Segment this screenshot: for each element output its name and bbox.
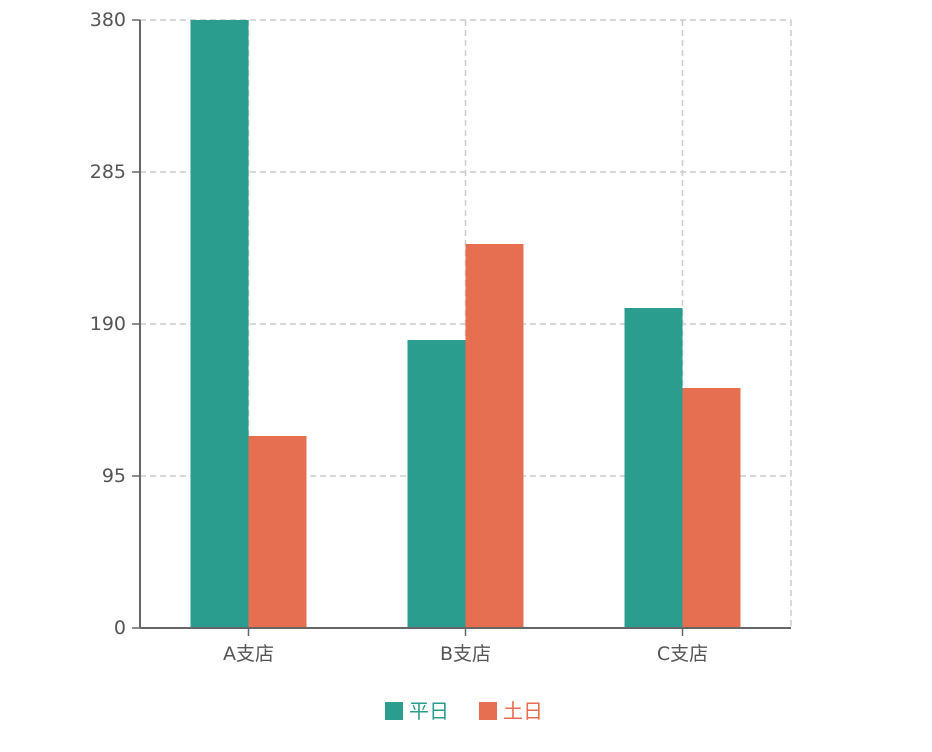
bars	[190, 20, 741, 628]
bar-1-3[interactable]	[624, 308, 683, 628]
legend-item-1[interactable]: 平日	[385, 699, 449, 723]
legend-label: 平日	[409, 699, 449, 723]
y-tick-label: 0	[114, 617, 126, 639]
legend-swatch	[385, 702, 403, 720]
axes: 0 95 190 285 380 A支店 B支店 C支店	[90, 9, 791, 665]
legend-swatch	[479, 702, 497, 720]
x-tick-label: C支店	[657, 643, 708, 665]
bar-1-2[interactable]	[407, 340, 466, 628]
legend-item-2[interactable]: 土日	[479, 699, 543, 723]
y-tick-label: 95	[102, 465, 126, 487]
legend[interactable]: 平日 土日	[385, 699, 543, 723]
bar-2-3[interactable]	[682, 388, 741, 628]
x-tick-label: A支店	[223, 643, 274, 665]
bar-2-2[interactable]	[465, 244, 524, 628]
y-tick-label: 285	[90, 161, 126, 183]
bar-2-1[interactable]	[248, 436, 307, 628]
y-tick-label: 380	[90, 9, 126, 31]
bar-1-1[interactable]	[190, 20, 249, 628]
x-tick-label: B支店	[440, 643, 491, 665]
legend-label: 土日	[503, 699, 543, 723]
y-tick-label: 190	[90, 313, 126, 335]
